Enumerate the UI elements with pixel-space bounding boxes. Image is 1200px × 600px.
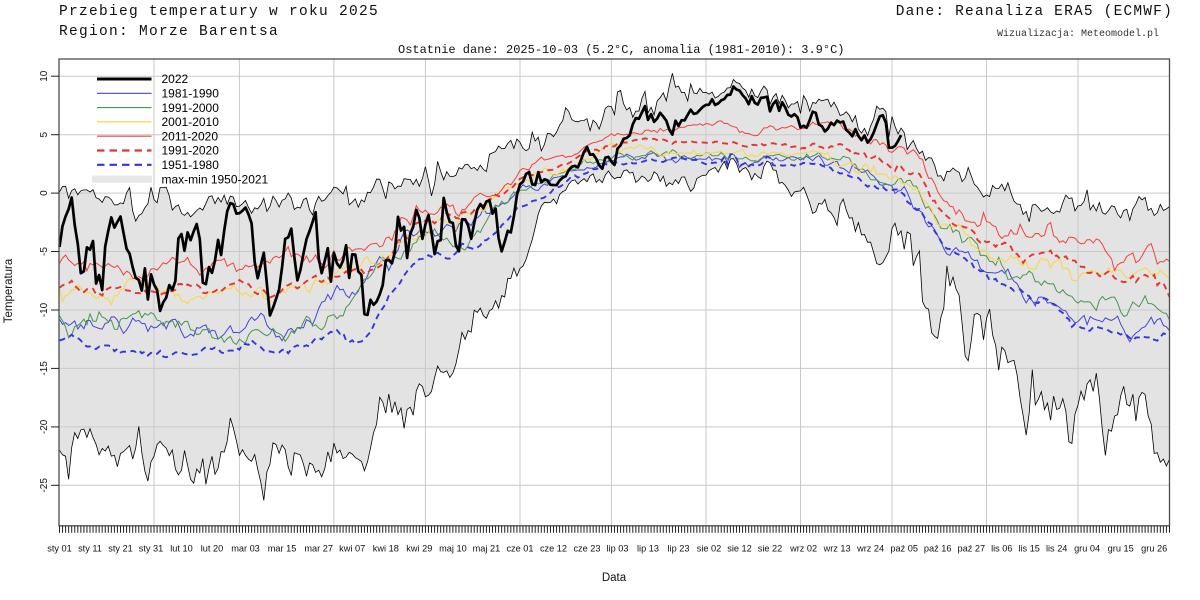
- svg-text:lip 03: lip 03: [607, 544, 629, 554]
- svg-text:cze 23: cze 23: [573, 544, 600, 554]
- svg-text:lut 10: lut 10: [170, 544, 192, 554]
- svg-text:sie 02: sie 02: [697, 544, 722, 554]
- svg-text:maj 21: maj 21: [473, 544, 501, 554]
- svg-text:sty 31: sty 31: [139, 544, 164, 554]
- svg-text:10: 10: [39, 70, 50, 82]
- svg-text:2022: 2022: [162, 72, 189, 86]
- svg-text:max-min 1950-2021: max-min 1950-2021: [162, 172, 269, 186]
- svg-text:0: 0: [39, 190, 50, 196]
- svg-text:2011-2020: 2011-2020: [162, 129, 219, 143]
- svg-text:sie 12: sie 12: [727, 544, 752, 554]
- svg-text:maj 10: maj 10: [439, 544, 467, 554]
- svg-text:mar 15: mar 15: [268, 544, 297, 554]
- svg-text:sty 21: sty 21: [108, 544, 133, 554]
- svg-text:1991-2020: 1991-2020: [162, 144, 220, 158]
- svg-text:cze 01: cze 01: [506, 544, 533, 554]
- svg-text:1951-1980: 1951-1980: [162, 158, 220, 172]
- svg-text:-25: -25: [39, 478, 50, 493]
- svg-text:wrz 02: wrz 02: [789, 544, 817, 554]
- svg-text:5: 5: [39, 131, 50, 137]
- svg-text:-10: -10: [39, 302, 50, 317]
- svg-text:mar 27: mar 27: [304, 544, 333, 554]
- svg-text:lis 24: lis 24: [1046, 544, 1067, 554]
- svg-text:-20: -20: [39, 419, 50, 434]
- svg-text:1991-2000: 1991-2000: [162, 101, 220, 115]
- svg-text:paź 27: paź 27: [958, 544, 986, 554]
- svg-text:kwi 29: kwi 29: [406, 544, 432, 554]
- svg-text:kwi 18: kwi 18: [373, 544, 399, 554]
- svg-text:lip 13: lip 13: [637, 544, 659, 554]
- svg-text:Temperatura: Temperatura: [3, 258, 15, 323]
- svg-text:2001-2010: 2001-2010: [162, 115, 220, 129]
- svg-text:kwi 07: kwi 07: [339, 544, 365, 554]
- svg-text:wrz 13: wrz 13: [823, 544, 851, 554]
- svg-text:-15: -15: [39, 361, 50, 376]
- svg-text:1981-1990: 1981-1990: [162, 87, 220, 101]
- svg-text:lis 15: lis 15: [1018, 544, 1039, 554]
- svg-text:sty 01: sty 01: [47, 544, 72, 554]
- svg-text:gru 26: gru 26: [1141, 544, 1167, 554]
- svg-text:paź 16: paź 16: [924, 544, 952, 554]
- svg-text:lip 23: lip 23: [668, 544, 690, 554]
- svg-text:Data: Data: [602, 572, 627, 584]
- svg-text:sie 22: sie 22: [758, 544, 783, 554]
- svg-text:mar 03: mar 03: [231, 544, 260, 554]
- svg-text:sty 11: sty 11: [78, 544, 102, 554]
- svg-text:wrz 24: wrz 24: [856, 544, 884, 554]
- svg-text:-5: -5: [39, 247, 50, 256]
- svg-text:cze 12: cze 12: [540, 544, 567, 554]
- svg-text:lis 06: lis 06: [991, 544, 1012, 554]
- svg-text:gru 15: gru 15: [1108, 544, 1134, 554]
- svg-text:gru 04: gru 04: [1074, 544, 1100, 554]
- svg-text:paź 05: paź 05: [890, 544, 918, 554]
- svg-text:lut 20: lut 20: [201, 544, 223, 554]
